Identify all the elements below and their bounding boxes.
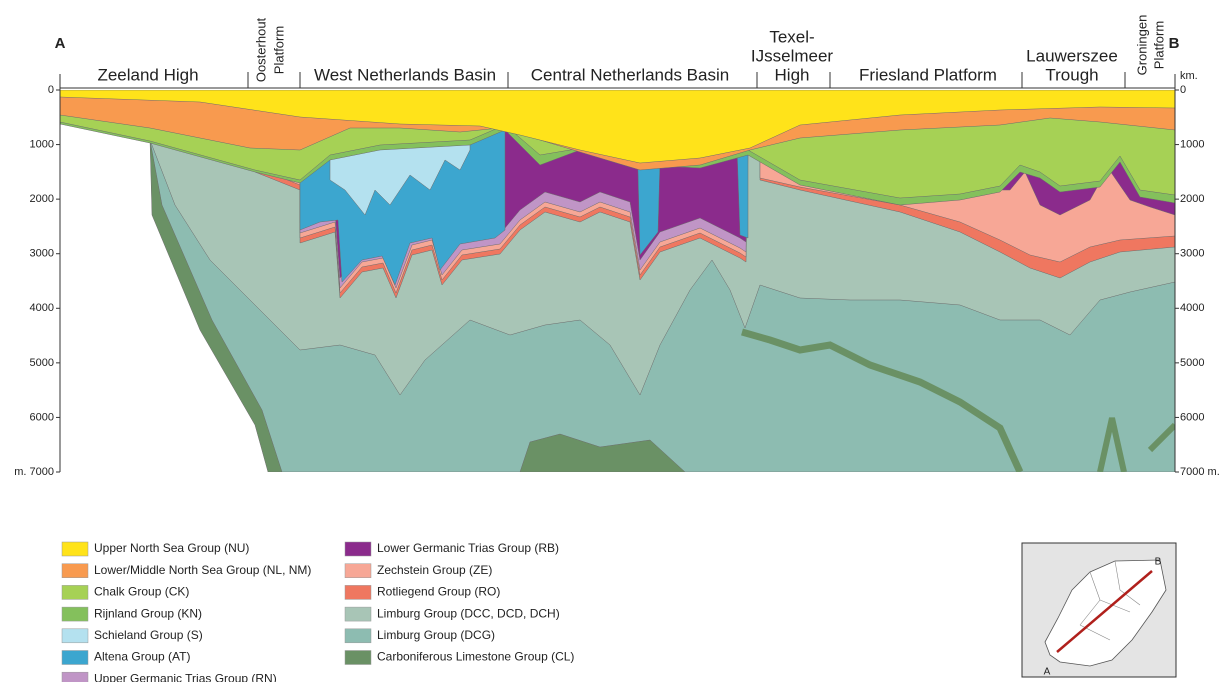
legend-swatch bbox=[344, 563, 372, 578]
layer-nu bbox=[60, 90, 1175, 164]
legend-label: Upper Germanic Trias Group (RN) bbox=[94, 671, 277, 682]
legend-swatch bbox=[61, 628, 89, 644]
legend-label: Upper North Sea Group (NU) bbox=[94, 541, 249, 555]
map-start-label: A bbox=[1044, 667, 1051, 678]
legend-swatch bbox=[61, 585, 89, 600]
depth-label: 6000 bbox=[1180, 411, 1204, 423]
region-label: Friesland Platform bbox=[859, 65, 997, 84]
legend-swatch bbox=[61, 541, 89, 557]
legend-swatch bbox=[344, 585, 372, 600]
depth-label: 0 bbox=[1180, 84, 1186, 96]
layer-cl-band bbox=[1097, 417, 1127, 472]
region-label: IJsselmeer bbox=[751, 46, 834, 65]
region-label: Central Netherlands Basin bbox=[531, 65, 729, 84]
legend-swatch bbox=[344, 606, 372, 622]
depth-label: m. 7000 bbox=[14, 466, 54, 478]
depth-label: 3000 bbox=[30, 248, 54, 260]
depth-label: 5000 bbox=[30, 357, 54, 369]
legend-swatch bbox=[344, 650, 372, 665]
legend-label: Lower Germanic Trias Group (RB) bbox=[377, 541, 559, 555]
legend-swatch bbox=[61, 606, 89, 622]
legend-swatch bbox=[344, 628, 372, 644]
depth-label: 0 bbox=[48, 84, 54, 96]
region-label: Lauwerszee bbox=[1026, 46, 1118, 65]
depth-unit: km. bbox=[1180, 70, 1198, 82]
depth-label: 5000 bbox=[1180, 357, 1204, 369]
depth-label: 1000 bbox=[1180, 138, 1204, 150]
region-label: Oosterhout bbox=[253, 17, 268, 82]
region-label: Groningen bbox=[1134, 15, 1149, 76]
map-end-label: B bbox=[1155, 557, 1162, 568]
legend-label: Chalk Group (CK) bbox=[94, 585, 189, 599]
region-label: Zeeland High bbox=[97, 65, 198, 84]
depth-label: 2000 bbox=[1180, 193, 1204, 205]
region-label: Texel- bbox=[769, 27, 814, 46]
legend-label: Altena Group (AT) bbox=[94, 650, 190, 664]
depth-label: 2000 bbox=[30, 193, 54, 205]
depth-label: 7000 m. bbox=[1180, 466, 1220, 478]
legend-label: Limburg Group (DCG) bbox=[377, 628, 495, 642]
region-label: Trough bbox=[1045, 65, 1098, 84]
section-start-label: A bbox=[55, 35, 66, 52]
region-label: West Netherlands Basin bbox=[314, 65, 496, 84]
depth-axes: 0 1000 2000 3000 4000 5000 6000 m. 7000 0 1000 200… bbox=[14, 84, 1220, 478]
region-label: Platform bbox=[1151, 21, 1166, 69]
depth-label: 1000 bbox=[30, 138, 54, 150]
legend-swatch bbox=[344, 541, 372, 557]
legend-label: Carboniferous Limestone Group (CL) bbox=[377, 650, 574, 664]
layer-cl-band bbox=[741, 328, 1024, 472]
depth-label: 4000 bbox=[30, 302, 54, 314]
layer-cl-band bbox=[1147, 422, 1175, 453]
legend: Upper North Sea Group (NU) Lower/Middle N… bbox=[61, 541, 574, 687]
section-layers bbox=[60, 90, 1175, 472]
depth-label: 6000 bbox=[30, 411, 54, 423]
legend-swatch bbox=[61, 671, 89, 687]
legend-label: Zechstein Group (ZE) bbox=[377, 563, 492, 577]
legend-swatch bbox=[61, 650, 89, 665]
legend-label: Lower/Middle North Sea Group (NL, NM) bbox=[94, 563, 311, 577]
legend-label: Rotliegend Group (RO) bbox=[377, 585, 500, 599]
section-end-label: B bbox=[1169, 35, 1180, 52]
region-label: Platform bbox=[271, 26, 286, 74]
region-scale bbox=[59, 72, 1176, 472]
legend-label: Schieland Group (S) bbox=[94, 628, 203, 642]
legend-swatch bbox=[61, 563, 89, 578]
depth-label: 3000 bbox=[1180, 248, 1204, 260]
region-label: High bbox=[775, 65, 810, 84]
depth-label: 4000 bbox=[1180, 302, 1204, 314]
legend-label: Limburg Group (DCC, DCD, DCH) bbox=[377, 606, 560, 620]
legend-label: Rijnland Group (KN) bbox=[94, 606, 202, 620]
location-map: A B bbox=[1021, 542, 1177, 678]
